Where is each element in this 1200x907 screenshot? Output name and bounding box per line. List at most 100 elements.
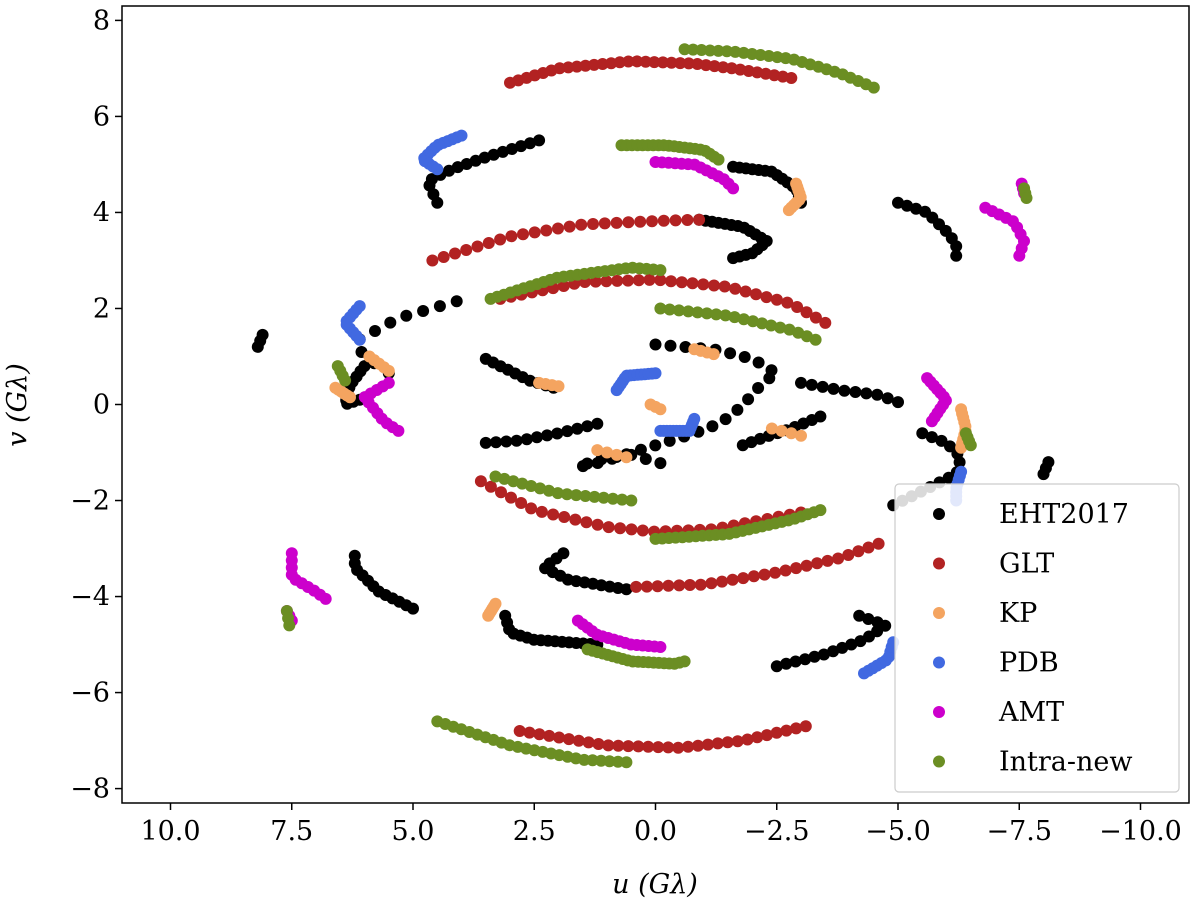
data-point [433,300,446,313]
data-point [673,304,685,317]
data-point [747,570,760,583]
data-point [632,274,645,287]
data-point [712,153,725,166]
data-point [654,274,667,287]
data-point [770,726,783,739]
x-tick-label: 10.0 [140,816,200,847]
data-point [675,276,688,289]
data-point [632,740,645,753]
data-point [639,453,652,465]
data-point [750,288,762,301]
data-point [523,726,536,739]
data-point [407,602,419,615]
series-glt [426,55,885,754]
data-point [695,44,708,56]
data-point [781,296,794,309]
data-point [739,285,752,298]
data-point [1037,468,1050,481]
data-point [665,56,678,69]
series-intra-new [280,43,1033,769]
x-tick-label: 2.5 [513,816,556,847]
data-point [736,439,749,452]
legend-label: Intra-new [999,747,1133,778]
data-point [809,311,822,324]
data-point [533,134,546,147]
data-point [760,729,773,742]
data-point [612,739,625,752]
data-point [741,733,754,746]
legend-box [894,483,1180,793]
data-point [558,511,571,523]
data-point [935,434,948,447]
data-point [789,655,802,668]
data-point [925,415,938,428]
data-point [449,247,461,260]
legend-label: EHT2017 [999,499,1129,530]
data-point [849,386,862,398]
data-point [417,305,430,317]
data-point [1013,249,1026,262]
legend-label: PDB [999,648,1059,679]
data-point [505,230,518,243]
data-point [729,282,742,295]
legend-label: AMT [998,697,1064,728]
data-point [602,521,615,534]
data-point [530,431,543,444]
data-point [622,216,635,229]
data-point [664,339,677,352]
axis-ticks: 10.0 7.5 5.0 2.5 0.0 −2.5 −5.0 −7.5 −10.0 8 6 4 2 0 −2… [70,5,1182,847]
data-point [691,306,704,319]
data-point [683,579,696,591]
data-point [525,502,538,515]
data-point [950,240,963,253]
data-point [756,317,768,330]
data-point [553,731,566,744]
data-point [811,557,824,570]
data-point [763,372,776,385]
data-point [517,228,529,241]
data-point [484,480,497,493]
x-tick-label: −2.5 [744,816,810,847]
data-point [785,427,798,440]
x-axis-label: u (Gλ) [612,869,698,900]
data-point [721,736,734,749]
data-point [775,424,788,437]
data-point [601,446,613,459]
data-point [649,439,662,452]
data-point [881,392,894,405]
y-tick-label: 6 [93,101,110,132]
data-point [791,301,804,313]
data-point [942,471,955,484]
data-point [630,580,643,593]
data-point [562,61,575,74]
data-point [639,55,652,68]
data-point [790,722,803,735]
data-point [535,505,548,518]
data-point [827,645,840,658]
y-tick-label: −8 [70,774,110,805]
y-tick-label: −2 [70,486,110,517]
data-point [571,422,584,435]
data-point [774,321,787,334]
data-point [540,224,553,237]
data-point [758,568,771,581]
data-point [614,522,627,535]
data-point [678,655,691,668]
data-point [586,754,599,767]
data-point [643,273,656,286]
data-point [431,163,444,176]
data-point [662,579,675,592]
data-point [496,145,509,158]
data-point [656,56,669,69]
data-point [646,215,658,228]
data-point [727,252,740,265]
data-point [955,441,968,454]
data-point [552,380,565,393]
data-point [606,492,619,505]
data-point [515,497,528,509]
legend-label: GLT [999,549,1054,580]
data-point [727,182,740,195]
data-point [602,739,615,752]
data-point [569,513,582,526]
data-point [845,638,858,651]
